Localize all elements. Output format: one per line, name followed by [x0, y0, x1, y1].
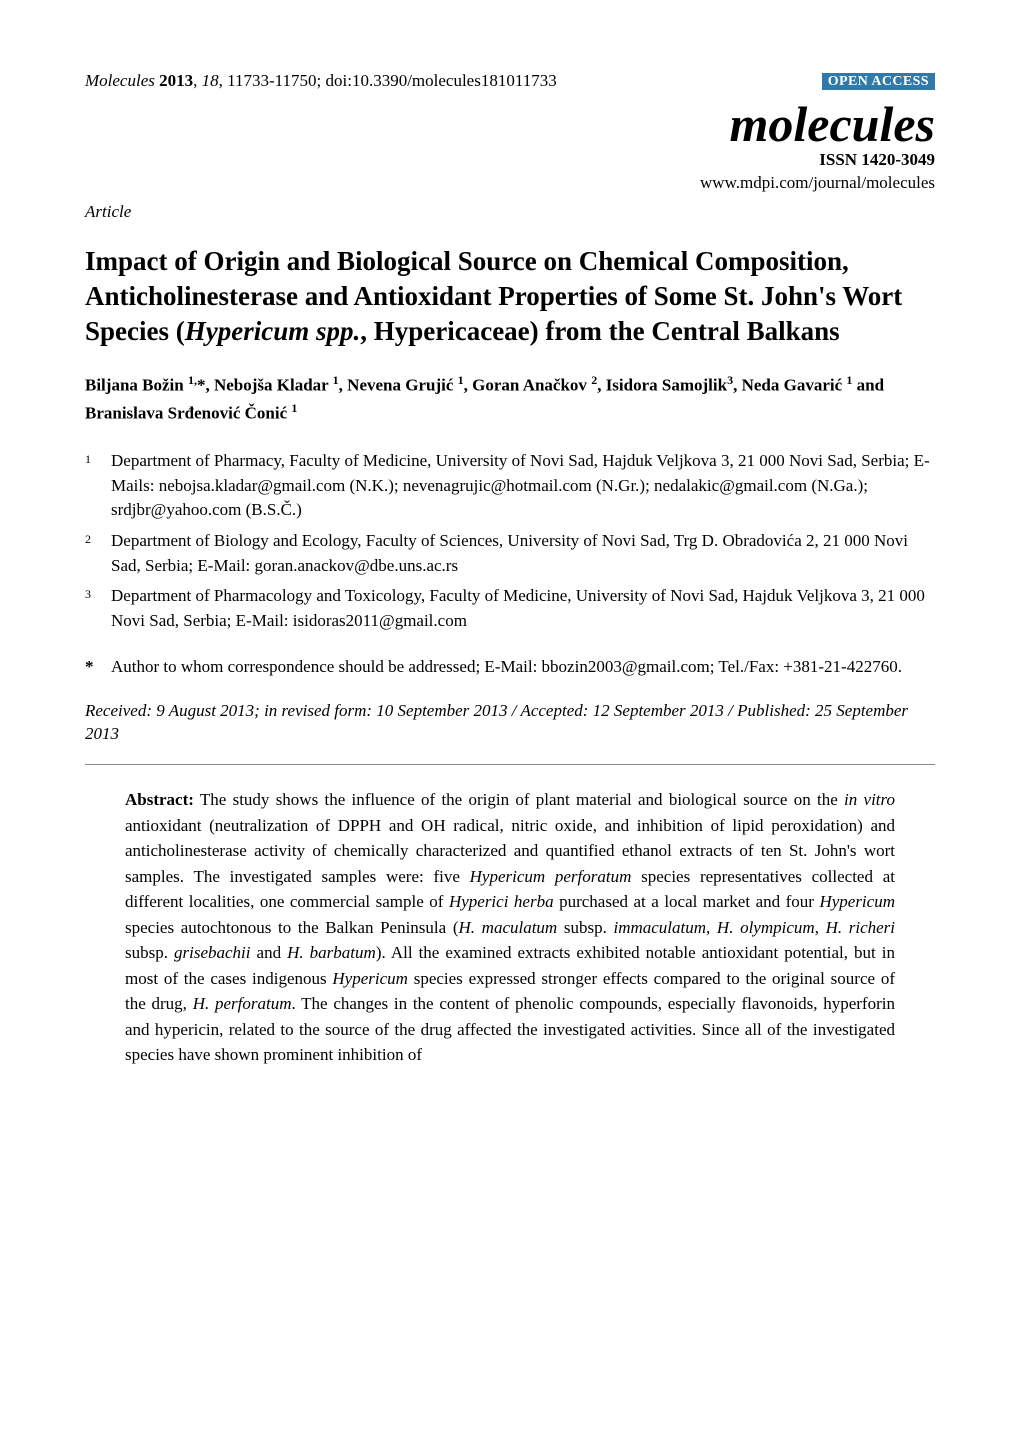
abstract: Abstract: The study shows the influence …: [85, 787, 935, 1068]
abstract-text: The study shows the influence of the ori…: [194, 790, 844, 809]
abstract-italic: H. richeri: [826, 918, 895, 937]
abstract-text: and: [251, 943, 288, 962]
affiliation-text: Department of Pharmacy, Faculty of Medic…: [111, 449, 935, 523]
header-row: Molecules 2013, 18, 11733-11750; doi:10.…: [85, 70, 935, 93]
affiliation-2: 2 Department of Biology and Ecology, Fac…: [85, 529, 935, 578]
correspondence-mark: *: [85, 656, 111, 679]
correspondence-text: Author to whom correspondence should be …: [111, 656, 902, 679]
affiliation-1: 1 Department of Pharmacy, Faculty of Med…: [85, 449, 935, 523]
abstract-text: purchased at a local market and four: [554, 892, 820, 911]
journal-url: www.mdpi.com/journal/molecules: [85, 172, 935, 195]
abstract-text: subsp.: [557, 918, 613, 937]
journal-block: molecules ISSN 1420-3049 www.mdpi.com/jo…: [85, 99, 935, 195]
title-species: Hypericum spp.: [185, 316, 361, 346]
abstract-text: ,: [706, 918, 717, 937]
citation-year: 2013: [159, 71, 193, 90]
affiliation-num: 3: [85, 584, 111, 633]
affiliation-text: Department of Pharmacology and Toxicolog…: [111, 584, 935, 633]
abstract-italic: Hypericum: [819, 892, 895, 911]
abstract-italic: in vitro: [844, 790, 895, 809]
journal-name: molecules: [85, 99, 935, 149]
affiliation-num: 2: [85, 529, 111, 578]
affiliations: 1 Department of Pharmacy, Faculty of Med…: [85, 449, 935, 633]
affiliation-text: Department of Biology and Ecology, Facul…: [111, 529, 935, 578]
citation-doi: doi:10.3390/molecules181011733: [326, 71, 557, 90]
article-type: Article: [85, 201, 935, 224]
citation: Molecules 2013, 18, 11733-11750; doi:10.…: [85, 70, 557, 93]
journal-issn: ISSN 1420-3049: [85, 149, 935, 172]
abstract-italic: H. barbatum: [287, 943, 376, 962]
affiliation-num: 1: [85, 449, 111, 523]
abstract-text: species autochtonous to the Balkan Penin…: [125, 918, 459, 937]
abstract-text: ,: [815, 918, 826, 937]
publication-dates: Received: 9 August 2013; in revised form…: [85, 700, 935, 746]
abstract-label: Abstract:: [125, 790, 194, 809]
citation-pages: 11733-11750: [227, 71, 316, 90]
abstract-italic: immaculatum: [613, 918, 706, 937]
citation-volume: 18: [202, 71, 219, 90]
abstract-text: subsp.: [125, 943, 174, 962]
abstract-italic: H. olympicum: [717, 918, 815, 937]
section-divider: [85, 764, 935, 765]
abstract-italic: Hyperici herba: [449, 892, 554, 911]
affiliation-3: 3 Department of Pharmacology and Toxicol…: [85, 584, 935, 633]
authors-list: Biljana Božin 1,*, Nebojša Kladar 1, Nev…: [85, 371, 935, 427]
abstract-italic: Hypericum: [332, 969, 408, 988]
open-access-wrapper: OPEN ACCESS: [822, 70, 935, 92]
title-post: , Hypericaceae) from the Central Balkans: [360, 316, 839, 346]
abstract-italic: H. maculatum: [459, 918, 558, 937]
abstract-italic: H. perforatum: [193, 994, 292, 1013]
article-title: Impact of Origin and Biological Source o…: [85, 244, 935, 349]
open-access-badge: OPEN ACCESS: [822, 73, 935, 90]
abstract-italic: grisebachii: [174, 943, 251, 962]
abstract-italic: Hypericum perforatum: [470, 867, 632, 886]
citation-journal: Molecules: [85, 71, 155, 90]
correspondence: * Author to whom correspondence should b…: [85, 656, 935, 679]
